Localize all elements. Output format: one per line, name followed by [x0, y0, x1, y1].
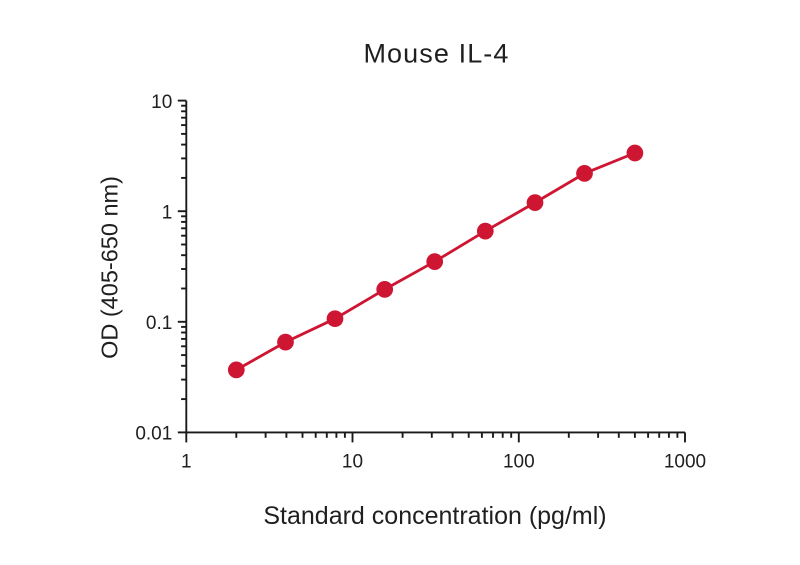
svg-text:10: 10: [151, 92, 172, 113]
svg-text:10: 10: [342, 452, 363, 473]
svg-text:1: 1: [181, 452, 192, 473]
svg-text:OD (405-650 nm): OD (405-650 nm): [97, 176, 123, 359]
svg-text:0.01: 0.01: [135, 424, 172, 445]
svg-text:Mouse IL-4: Mouse IL-4: [363, 39, 509, 69]
svg-text:1000: 1000: [664, 452, 706, 473]
svg-text:1: 1: [162, 203, 173, 224]
svg-text:0.1: 0.1: [146, 313, 172, 334]
svg-text:100: 100: [503, 452, 535, 473]
svg-text:Standard concentration (pg/ml): Standard concentration (pg/ml): [263, 502, 606, 530]
